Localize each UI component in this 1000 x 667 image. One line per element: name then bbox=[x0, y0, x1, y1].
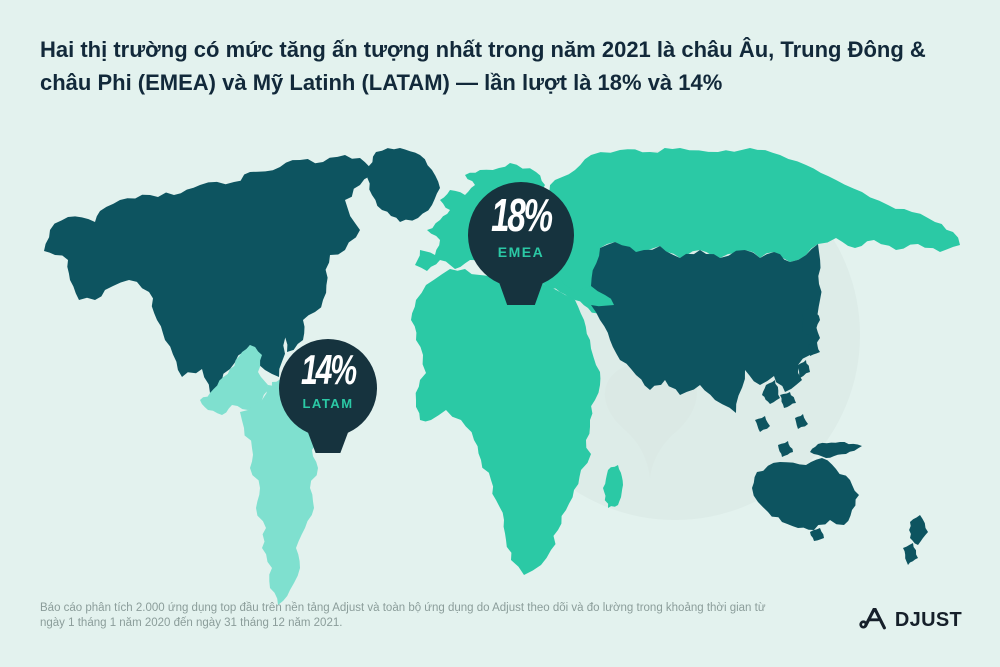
svg-text:14%: 14% bbox=[301, 346, 357, 393]
svg-text:EMEA: EMEA bbox=[498, 244, 544, 260]
svg-text:18%: 18% bbox=[491, 191, 552, 241]
svg-text:LATAM: LATAM bbox=[302, 396, 353, 411]
